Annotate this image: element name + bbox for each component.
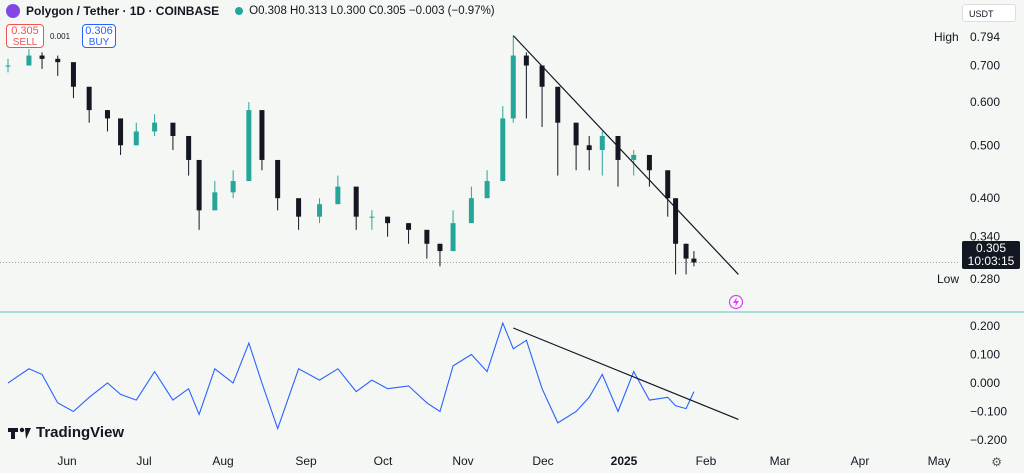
price-axis-tick-label: 0.400 (970, 191, 1000, 205)
brand-name: TradingView (36, 424, 125, 441)
buy-price: 0.306 (85, 25, 113, 37)
candle-body (196, 159, 202, 211)
settings-icon[interactable]: ⚙ (991, 455, 1002, 469)
candle-body (691, 258, 697, 263)
candle-body (406, 223, 412, 230)
candle-body (86, 86, 92, 111)
last-price-marker: 0.305 10:03:15 (962, 241, 1020, 269)
time-axis-tick-label: Oct (374, 454, 393, 468)
candle-body (186, 135, 192, 160)
candle-body (646, 154, 652, 171)
candle-body (599, 135, 605, 151)
indicator-trendline (513, 327, 739, 421)
candle-body (586, 145, 592, 151)
candle-body (5, 65, 11, 67)
candle-body (673, 198, 679, 244)
candle-body (500, 118, 506, 182)
candle-body (275, 159, 281, 199)
price-axis-tick-label: 0.700 (970, 59, 1000, 73)
candle-body (104, 110, 110, 119)
indicator-series-line (7, 321, 695, 431)
indicator-axis-tick-label: 0.200 (970, 319, 1000, 333)
candle-body (468, 198, 474, 224)
spread-value: 0.001 (50, 32, 71, 41)
candle-body (631, 154, 637, 160)
sell-label: SELL (12, 37, 38, 48)
time-axis-tick-label: 2025 (611, 454, 638, 468)
candle-body (26, 55, 32, 66)
candle-body (230, 181, 236, 193)
indicator-axis-tick-label: 0.000 (970, 376, 1000, 390)
bar-countdown: 10:03:15 (967, 254, 1015, 268)
time-axis-tick-label: Aug (212, 454, 233, 468)
low-value: 0.280 (970, 272, 1001, 286)
price-axis-tick-label: 0.500 (970, 138, 1000, 152)
time-axis-tick-label: May (928, 454, 951, 468)
time-axis-tick-label: Feb (696, 454, 717, 468)
time-axis-tick-label: Apr (851, 454, 870, 468)
time-axis-tick-label: Nov (452, 454, 473, 468)
price-axis-tick-label: 0.340 (970, 230, 1000, 244)
candle-body (484, 181, 490, 199)
candle-body (665, 170, 671, 199)
high-label: High (934, 30, 959, 44)
price-trendline (512, 35, 739, 275)
buy-label: BUY (88, 37, 110, 48)
symbol-title[interactable]: Polygon / Tether · 1D · COINBASE (26, 4, 220, 18)
low-label: Low (937, 272, 960, 286)
last-price-value: 0.305 (975, 241, 1007, 255)
candle-body (246, 110, 252, 182)
candle-body (70, 62, 76, 87)
indicator-axis-tick-label: −0.100 (970, 405, 1007, 419)
chart-header: Polygon / Tether · 1D · COINBASE O0.308 … (6, 4, 495, 18)
candle-body (437, 243, 443, 252)
candle-body (615, 135, 621, 160)
candle-body (369, 216, 375, 218)
candle-body (450, 223, 456, 252)
sell-button[interactable]: 0.305 SELL (6, 24, 44, 48)
time-axis-tick-label: Mar (770, 454, 791, 468)
candle-body (118, 118, 124, 146)
candle-body (353, 186, 359, 217)
time-axis-tick-label: Sep (295, 454, 317, 468)
currency-selector[interactable]: USDT (962, 4, 1016, 22)
candle-body (523, 55, 529, 66)
candle-body (555, 86, 561, 123)
time-axis-tick-label: Jul (136, 454, 151, 468)
candle-body (212, 192, 218, 211)
indicator-axis-tick-label: −0.200 (970, 433, 1007, 447)
polygon-logo-icon (6, 4, 20, 18)
market-status-icon (235, 7, 244, 15)
indicator-axis-tick-label: 0.100 (970, 348, 1000, 362)
time-axis-tick-label: Dec (532, 454, 553, 468)
candle-body (296, 198, 302, 217)
lightning-event-icon (728, 294, 744, 310)
sell-price: 0.305 (11, 25, 39, 37)
candle-body (510, 55, 516, 119)
high-value: 0.794 (970, 30, 1001, 44)
candle-body (39, 55, 45, 59)
candle-body (170, 122, 176, 136)
tradingview-logo-icon (8, 427, 31, 439)
time-axis-tick-label: Jun (57, 454, 76, 468)
event-marker-ring (728, 294, 744, 310)
event-marker-bolt (733, 297, 739, 307)
candle-body (133, 131, 139, 146)
ohlc-readout: O0.308 H0.313 L0.300 C0.305 −0.003 (−0.9… (249, 5, 495, 17)
candle-body (539, 65, 545, 87)
candle-body (573, 122, 579, 146)
candle-body (259, 110, 265, 160)
price-axis-tick-label: 0.600 (970, 95, 1000, 109)
candle-body (385, 216, 391, 224)
candle-body (152, 122, 158, 132)
candle-body (424, 229, 430, 244)
candle-body (683, 243, 689, 259)
candle-body (317, 204, 323, 217)
tradingview-logo[interactable]: TradingView (8, 424, 124, 441)
buy-button[interactable]: 0.306 BUY (82, 24, 116, 48)
candle-body (55, 58, 61, 63)
candle-body (335, 186, 341, 205)
